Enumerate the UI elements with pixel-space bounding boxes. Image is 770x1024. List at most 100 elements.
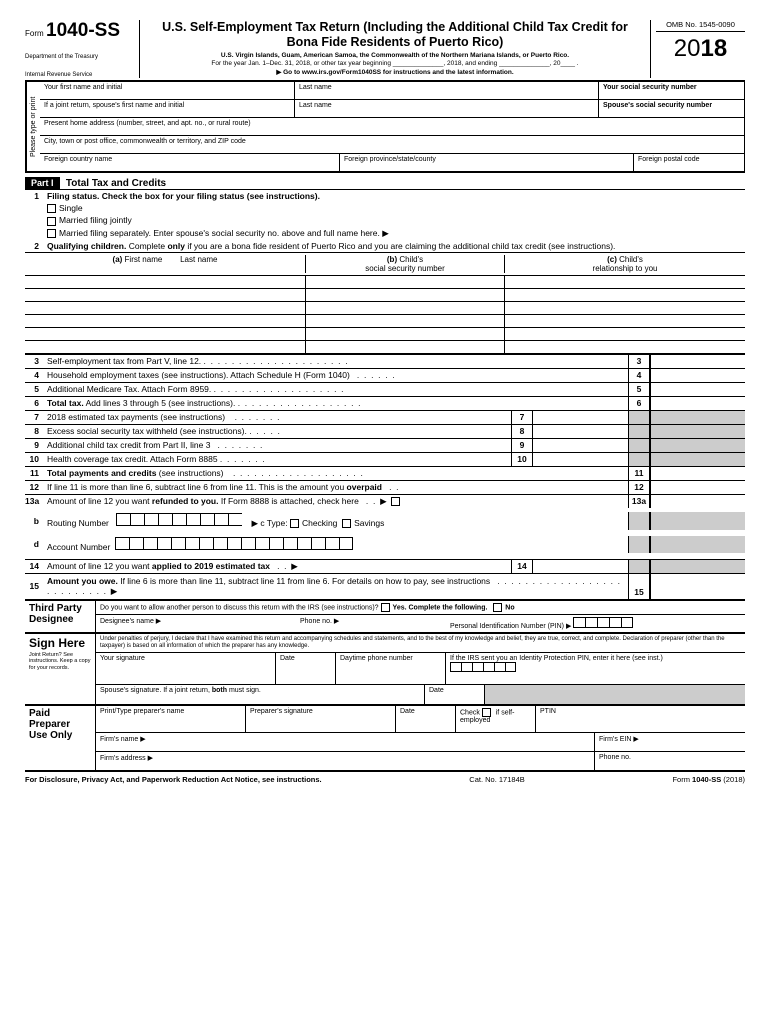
checking-checkbox[interactable] <box>290 519 299 528</box>
tp-yes-checkbox[interactable] <box>381 603 390 612</box>
l9-col <box>628 439 650 452</box>
l15-text: Amount you owe. If line 6 is more than l… <box>47 575 628 598</box>
l8-amount <box>650 425 745 438</box>
spouse-grey <box>485 685 745 704</box>
prep-name-field[interactable]: Print/Type preparer's name <box>96 706 246 732</box>
single-checkbox[interactable] <box>47 204 56 213</box>
address-field[interactable]: Present home address (number, street, an… <box>40 118 744 135</box>
tp-phone[interactable]: Phone no. ▶ <box>300 617 450 630</box>
city-field[interactable]: City, town or post office, commonwealth … <box>40 136 744 153</box>
firm-name-field[interactable]: Firm's name ▶ <box>96 733 595 751</box>
spouse-last-field[interactable]: Last name <box>295 100 599 117</box>
child-row-4[interactable] <box>25 315 745 328</box>
ptin-field[interactable]: PTIN <box>536 706 745 732</box>
child-row-1[interactable] <box>25 276 745 289</box>
l9-mamount[interactable] <box>533 439 628 452</box>
prep-selfemp-field[interactable]: Check if self-employed <box>456 706 536 732</box>
tp-no-label: No <box>505 604 514 611</box>
first-name-field[interactable]: Your first name and initial <box>40 82 295 99</box>
line1-label: Filing status. Check the box for your fi… <box>47 191 320 201</box>
l14-mamount[interactable] <box>533 560 628 573</box>
sign-declaration: Under penalties of perjury, I declare th… <box>96 634 745 653</box>
phone-field[interactable]: Daytime phone number <box>336 653 446 685</box>
l11-num: 11 <box>25 468 47 478</box>
col-a-header: (a) First name Last name <box>25 255 305 273</box>
sign-section: Sign Here Joint Return? See instructions… <box>25 632 745 704</box>
spouse-sig-field[interactable]: Spouse's signature. If a joint return, b… <box>96 685 425 704</box>
l13b-col <box>628 512 650 530</box>
l6-col: 6 <box>628 397 650 410</box>
l3-col: 3 <box>628 355 650 368</box>
child-row-3[interactable] <box>25 302 745 315</box>
mfj-checkbox[interactable] <box>47 217 56 226</box>
sig-date-field[interactable]: Date <box>276 653 336 685</box>
l7-col <box>628 411 650 424</box>
firm-phone-field[interactable]: Phone no. <box>595 752 745 770</box>
l15-num: 15 <box>25 581 47 591</box>
l5-amount[interactable] <box>650 383 745 396</box>
tp-pin[interactable]: Personal Identification Number (PIN) ▶ <box>450 617 741 630</box>
mfs-checkbox[interactable] <box>47 229 56 238</box>
l12-col: 12 <box>628 481 650 494</box>
tp-designee[interactable]: Designee's name ▶ <box>100 617 300 630</box>
ssn-field[interactable]: Your social security number <box>599 82 744 99</box>
form-header: Form 1040-SS Department of the Treasury … <box>25 20 745 82</box>
l12-text: If line 11 is more than line 6, subtract… <box>47 481 628 493</box>
your-sig-field[interactable]: Your signature <box>96 653 276 685</box>
header-left: Form 1040-SS Department of the Treasury … <box>25 20 140 78</box>
foreign-postal-field[interactable]: Foreign postal code <box>634 154 744 171</box>
form-number: 1040-SS <box>46 20 120 41</box>
l7-text: 2018 estimated tax payments (see instruc… <box>47 411 511 423</box>
year-line: For the year Jan. 1–Dec. 31, 2018, or ot… <box>145 60 645 67</box>
third-party-section: Third Party Designee Do you want to allo… <box>25 599 745 632</box>
part1-label: Part I <box>25 177 60 189</box>
l10-amount <box>650 453 745 466</box>
last-name-field[interactable]: Last name <box>295 82 599 99</box>
form-prefix: Form <box>25 29 44 38</box>
child-row-2[interactable] <box>25 289 745 302</box>
l8-mcol: 8 <box>511 425 533 438</box>
prep-sig-field[interactable]: Preparer's signature <box>246 706 396 732</box>
l3-amount[interactable] <box>650 355 745 368</box>
l14-mcol: 14 <box>511 560 533 573</box>
l13b-num: b <box>25 516 47 526</box>
spouse-ssn-field[interactable]: Spouse's social security number <box>599 100 744 117</box>
form8888-checkbox[interactable] <box>391 497 400 506</box>
header-right: OMB No. 1545-0090 2018 <box>650 20 745 78</box>
l11-text: Total payments and credits (see instruct… <box>47 467 628 479</box>
l4-amount[interactable] <box>650 369 745 382</box>
line2-text: Complete only if you are a bona fide res… <box>129 241 616 251</box>
savings-checkbox[interactable] <box>342 519 351 528</box>
l4-text: Household employment taxes (see instruct… <box>47 369 628 381</box>
l13a-amount[interactable] <box>650 495 745 508</box>
l11-amount[interactable] <box>650 467 745 480</box>
l5-text: Additional Medicare Tax. Attach Form 895… <box>47 383 628 395</box>
firm-addr-field[interactable]: Firm's address ▶ <box>96 752 595 770</box>
foreign-country-field[interactable]: Foreign country name <box>40 154 340 171</box>
foreign-prov-field[interactable]: Foreign province/state/county <box>340 154 634 171</box>
firm-ein-field[interactable]: Firm's EIN ▶ <box>595 733 745 751</box>
tp-no-checkbox[interactable] <box>493 603 502 612</box>
prep-date-field[interactable]: Date <box>396 706 456 732</box>
l3-text: Self-employment tax from Part V, line 12… <box>47 355 628 367</box>
l7-num: 7 <box>25 412 47 422</box>
account-digit[interactable] <box>115 537 129 550</box>
l15-col: 15 <box>628 574 650 599</box>
pin-field[interactable]: If the IRS sent you an Identity Protecti… <box>446 653 745 685</box>
l7-mamount[interactable] <box>533 411 628 424</box>
l13d-text: Account Number <box>47 536 628 553</box>
l10-mamount[interactable] <box>533 453 628 466</box>
spouse-first-field[interactable]: If a joint return, spouse's first name a… <box>40 100 295 117</box>
routing-digit[interactable] <box>116 513 130 526</box>
part1-header-row: Part I Total Tax and Credits <box>25 172 745 189</box>
child-row-6[interactable] <box>25 341 745 354</box>
child-row-5[interactable] <box>25 328 745 341</box>
spouse-date-field[interactable]: Date <box>425 685 485 704</box>
line2-num: 2 <box>25 241 47 251</box>
sign-label: Sign Here <box>29 636 91 650</box>
l8-mamount[interactable] <box>533 425 628 438</box>
l12-amount[interactable] <box>650 481 745 494</box>
l6-amount[interactable] <box>650 397 745 410</box>
l14-col <box>628 560 650 573</box>
l15-amount[interactable] <box>650 574 745 599</box>
